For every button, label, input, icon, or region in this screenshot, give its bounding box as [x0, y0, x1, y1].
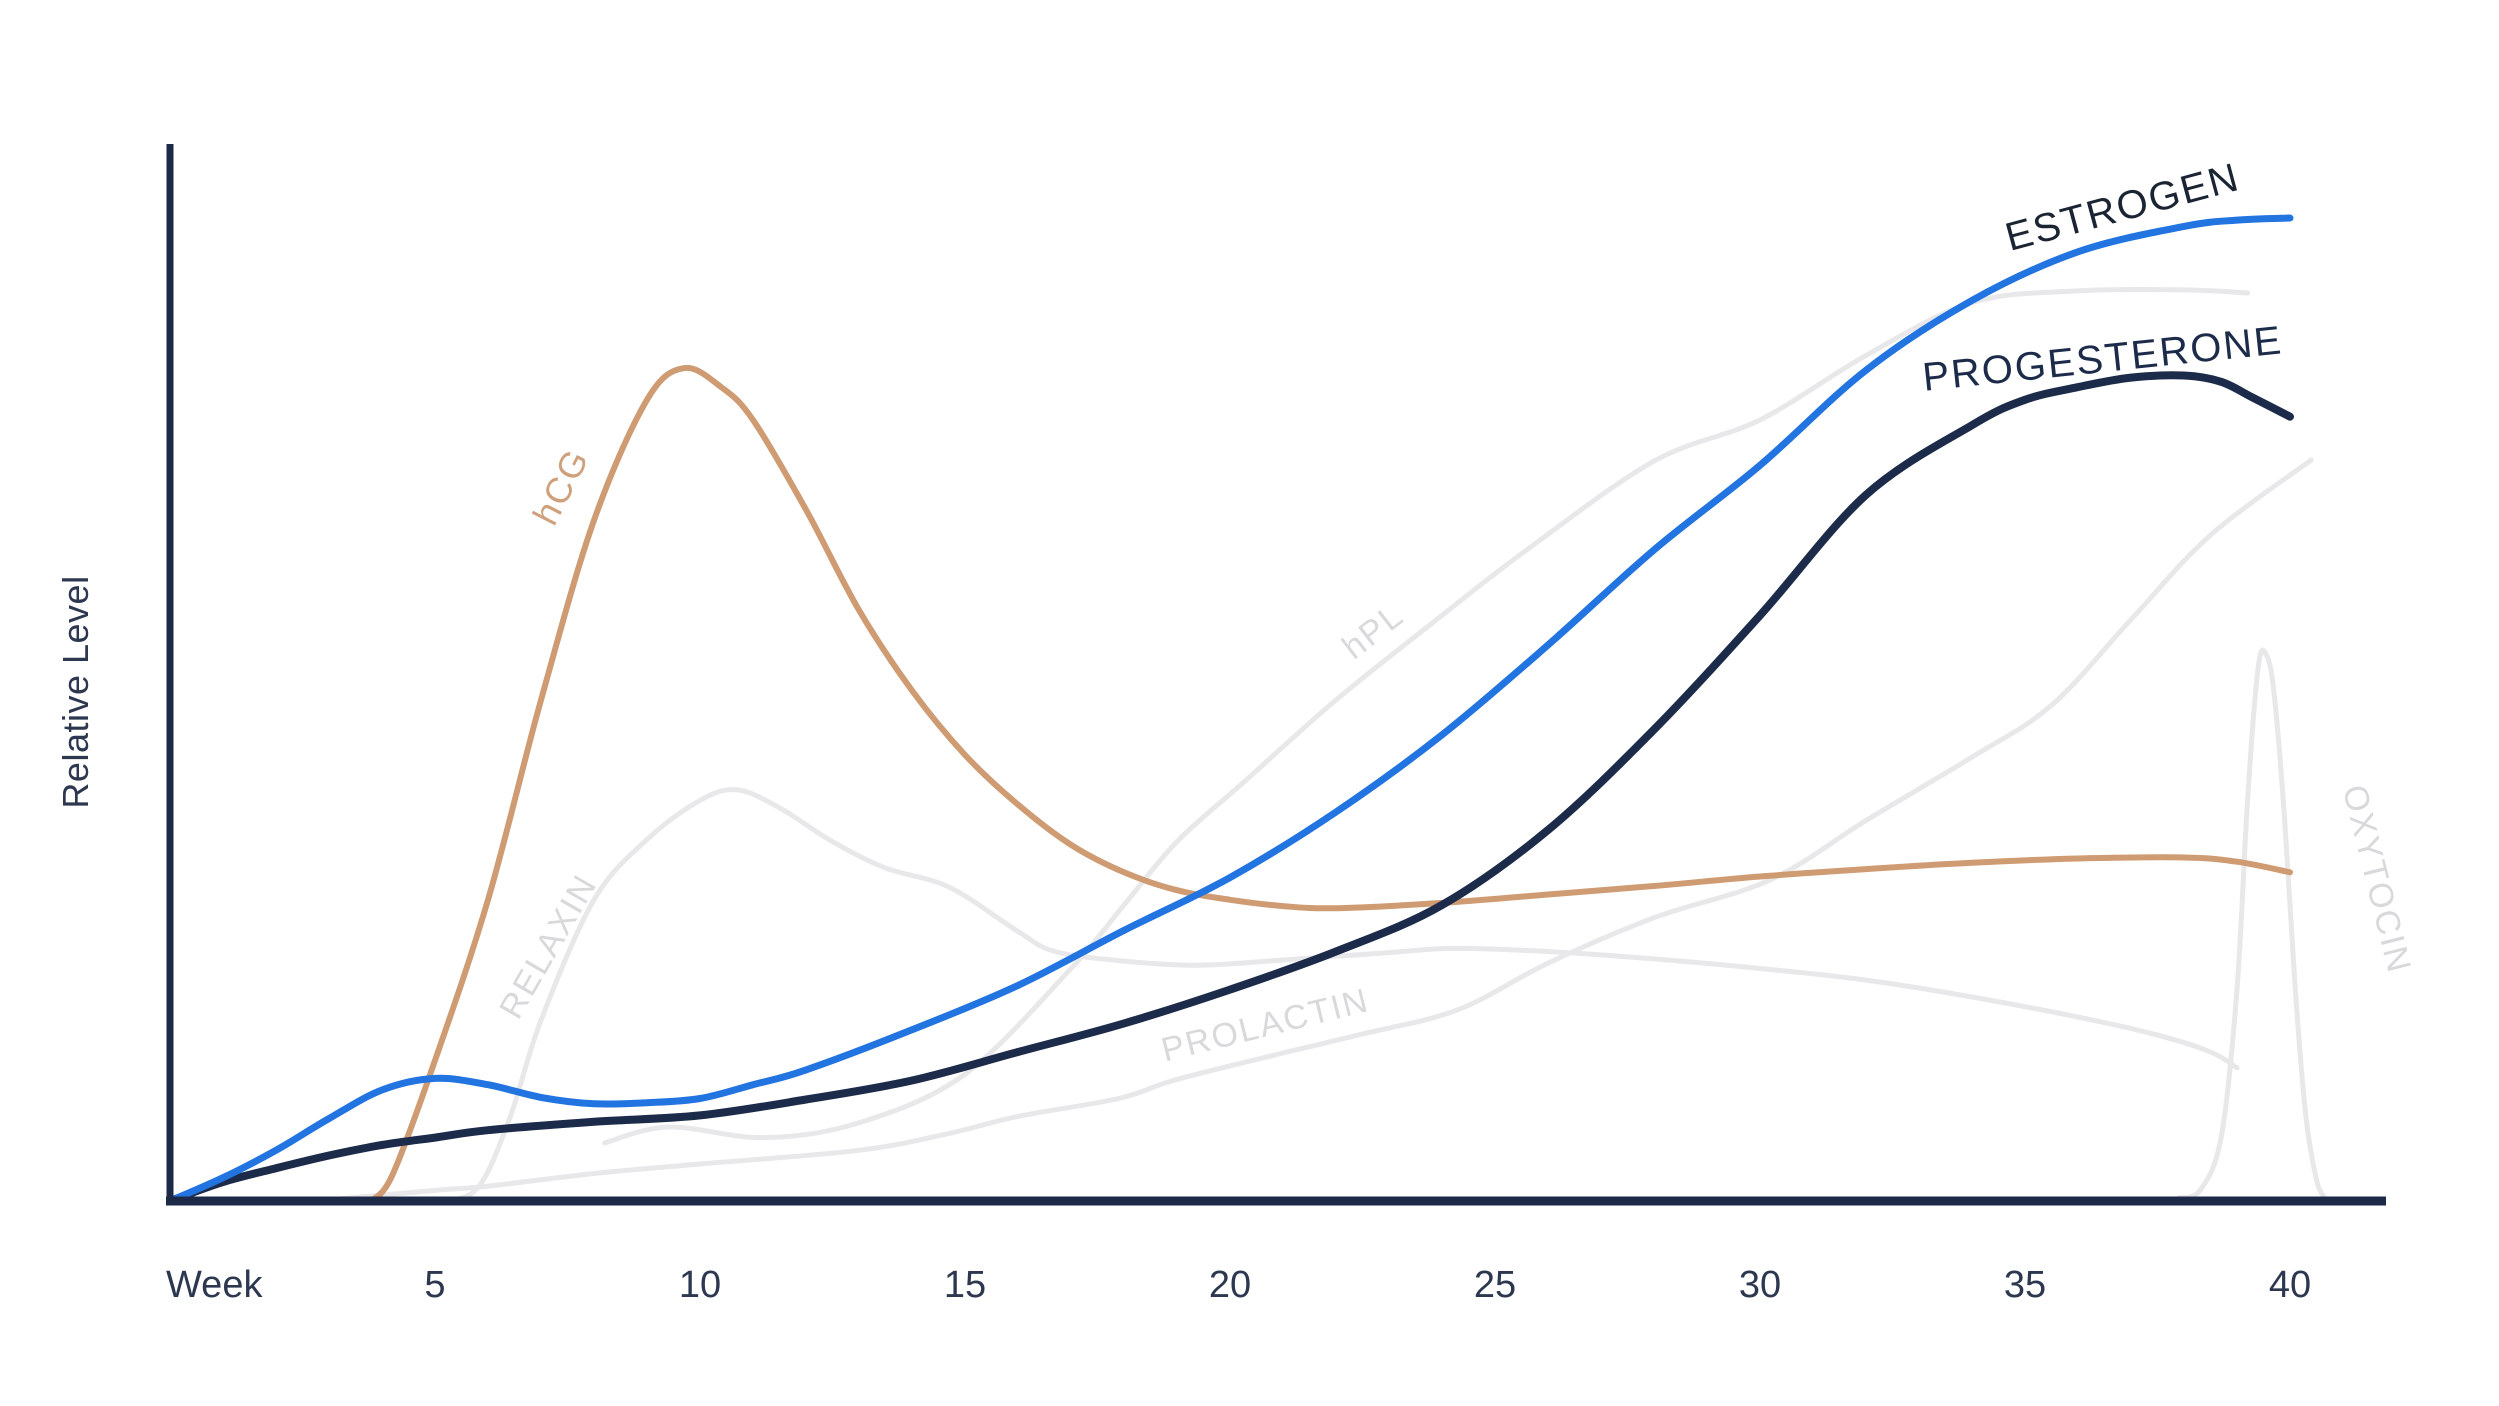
hpl-curve-label: hPL — [1335, 596, 1411, 667]
oxytocin-curve-label: OXYTOCIN — [2335, 781, 2419, 977]
hcg-curve — [368, 364, 2293, 1204]
estrogen-curve-label: ESTROGEN — [2001, 155, 2245, 260]
x-tick-label-5: 5 — [424, 1264, 445, 1306]
x-tick-label-40: 40 — [2269, 1264, 2311, 1306]
progesterone-curve — [166, 371, 2294, 1205]
prolactin-curve — [337, 457, 2314, 1202]
x-tick-label-10: 10 — [679, 1264, 721, 1306]
x-tick-label-25: 25 — [1474, 1264, 1516, 1306]
axis-text-layer: Week Relative Level 5 10 15 20 25 30 35 40 — [55, 575, 2311, 1306]
x-tick-label-35: 35 — [2004, 1264, 2046, 1306]
axes-layer — [166, 144, 2386, 1206]
x-tick-labels: 5 10 15 20 25 30 35 40 — [424, 1264, 2311, 1306]
x-tick-label-20: 20 — [1209, 1264, 1251, 1306]
curve-labels-layer: RELAXINhPLPROLACTINOXYTOCINhCGPROGESTERO… — [492, 155, 2418, 1069]
x-tick-label-15: 15 — [944, 1264, 986, 1306]
relaxin-curve — [437, 787, 2240, 1204]
estrogen-curve — [166, 214, 2294, 1205]
hcg-curve-label: hCG — [524, 441, 597, 531]
oxytocin-curve — [2176, 647, 2327, 1201]
hpl-curve — [602, 286, 2251, 1146]
x-tick-label-30: 30 — [1739, 1264, 1781, 1306]
curves-layer — [166, 214, 2327, 1205]
x-axis-title: Week — [166, 1264, 263, 1306]
y-axis-title: Relative Level — [55, 575, 96, 808]
